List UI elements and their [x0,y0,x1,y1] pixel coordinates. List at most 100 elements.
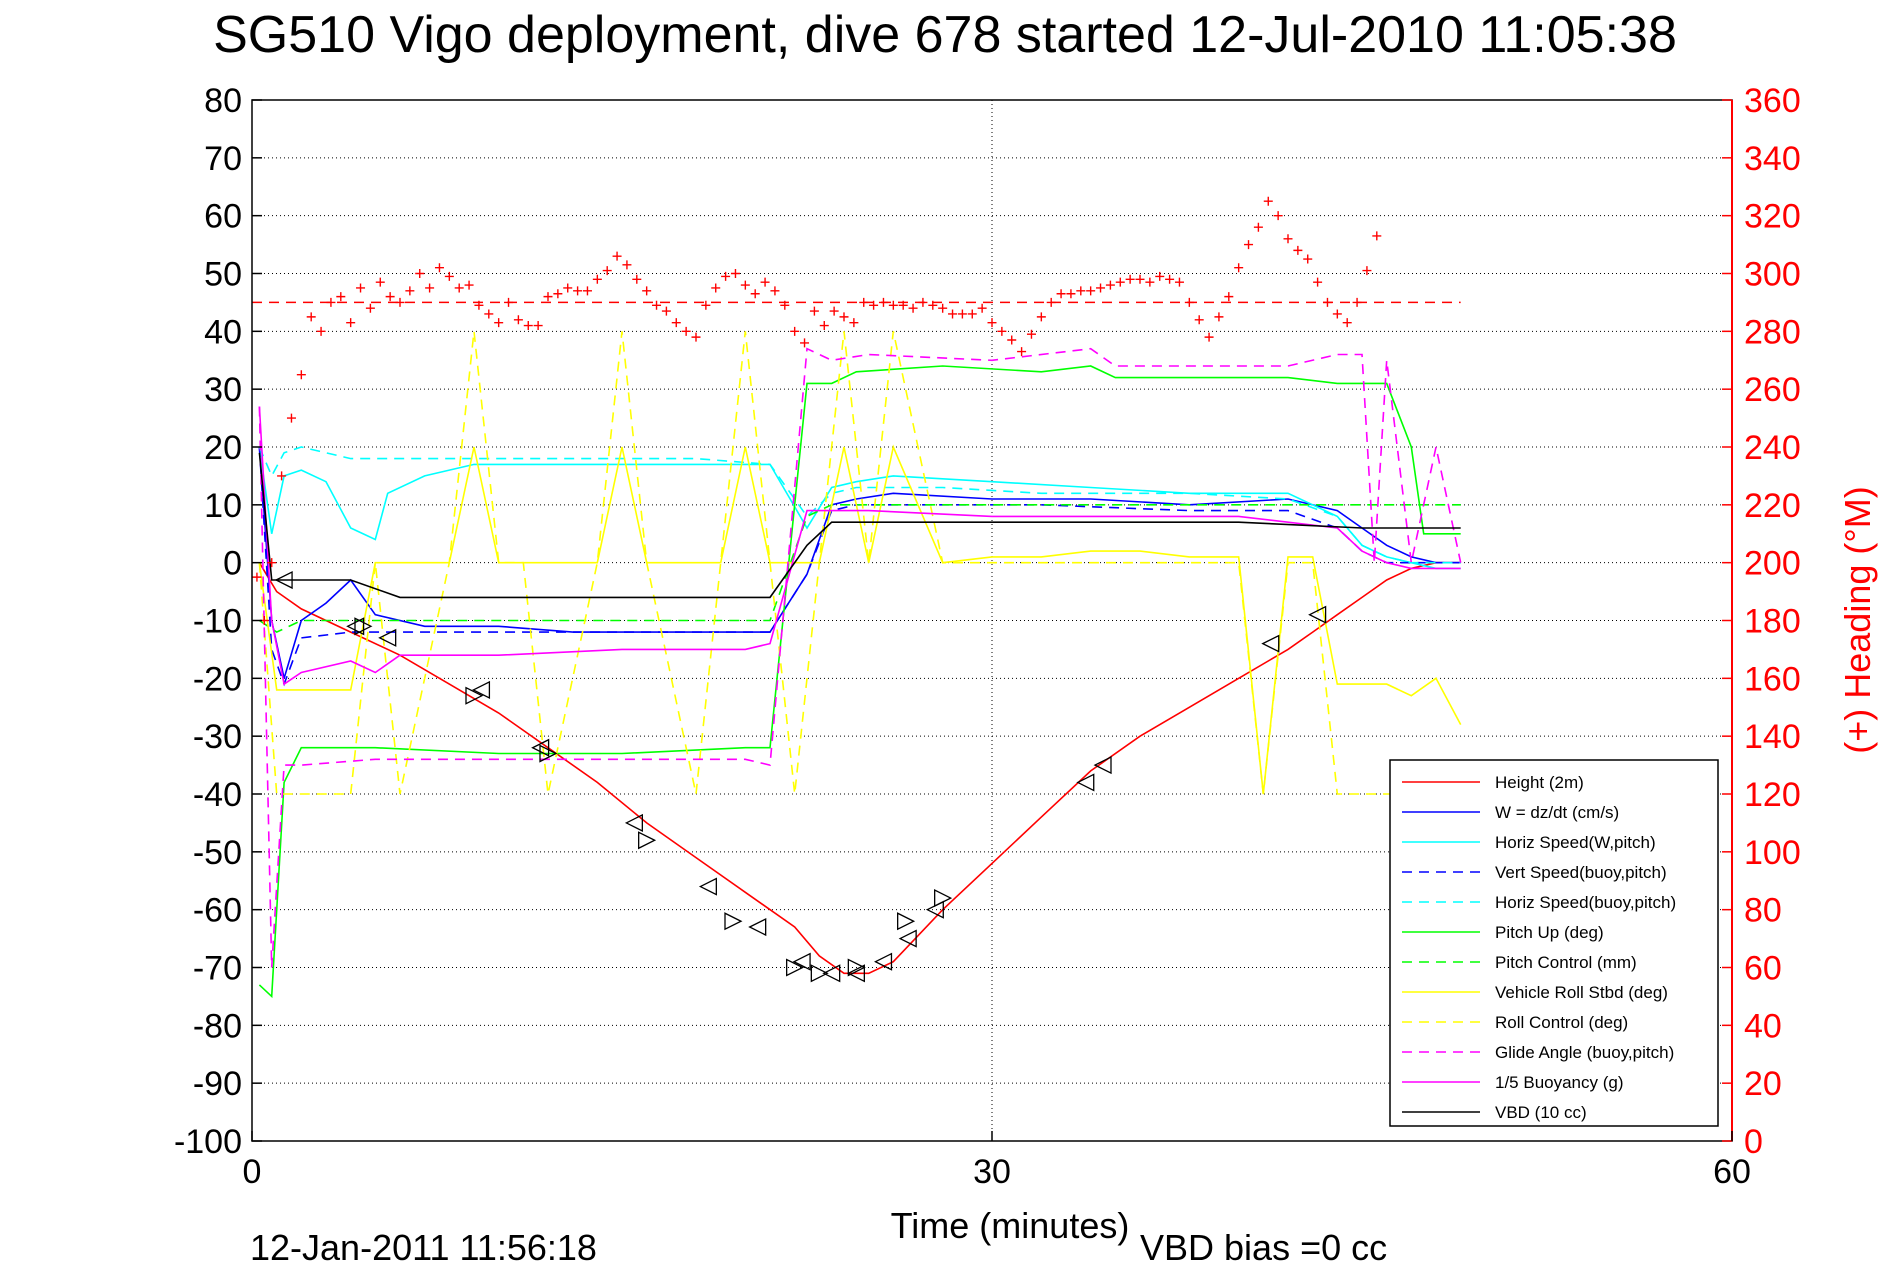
heading-point [425,283,435,293]
heading-point [859,297,869,307]
heading-point [484,309,494,319]
y-tick-label: 70 [204,140,242,178]
marker-triangle-right [810,964,829,983]
legend-box [1389,759,1719,1127]
marker-triangle-right [354,617,373,636]
heading-point [1372,231,1382,241]
heading-point [908,303,918,313]
y-tick-label: -50 [193,834,242,872]
heading-point [918,297,928,307]
y-right-tick-label: 0 [1744,1123,1763,1161]
legend: Height (2m) W = dz/dt (cm/s) Horiz Speed(W… [1389,759,1719,1127]
heading-point [691,332,701,342]
heading-point [681,326,691,336]
heading-point [316,326,326,336]
heading-point [938,303,948,313]
heading-point [1135,274,1145,284]
marker-triangle-left [698,877,717,896]
marker-triangle-right [724,912,743,931]
legend-label-6: Pitch Control (mm) [1495,953,1637,972]
heading-point [277,471,287,481]
heading-point [513,315,523,325]
y-right-tick-label: 120 [1744,776,1801,814]
heading-point [1036,312,1046,322]
heading-point [1273,211,1283,221]
heading-point [1017,347,1027,357]
y-tick-label: 0 [223,545,242,583]
marker-triangle-right [897,912,916,931]
y-right-tick-label: 280 [1744,313,1801,351]
legend-label-10: 1/5 Buoyancy (g) [1495,1073,1624,1092]
heading-point [760,277,770,287]
y-tick-label: -100 [174,1123,242,1161]
heading-point [1283,234,1293,244]
series-line-6 [258,503,1461,634]
y-right-tick-label: 360 [1744,82,1801,120]
legend-label-5: Pitch Up (deg) [1495,923,1604,942]
heading-point [464,280,474,290]
heading-point [869,300,879,310]
y-tick-label: -20 [193,660,242,698]
heading-point [1066,289,1076,299]
marker-triangle-right [786,958,805,977]
heading-point [375,277,385,287]
legend-label-11: VBD (10 cc) [1495,1103,1587,1122]
heading-point [839,312,849,322]
legend-label-7: Vehicle Roll Stbd (deg) [1495,983,1668,1002]
footer-timestamp: 12-Jan-2011 11:56:18 [250,1227,597,1262]
heading-point [582,286,592,296]
heading-point [1086,286,1096,296]
footer-vbd-bias: VBD bias =0 cc [1140,1227,1387,1262]
y-right-tick-label: 260 [1744,371,1801,409]
series-line-0 [258,561,1461,975]
y-axis-left: 80 70 60 50 40 30 20 10 0 -10 -20 -30 -40 -50 -60 -70 -8… [174,82,262,1161]
heading-point [1253,222,1263,232]
heading-point [770,286,780,296]
heading-point [1056,289,1066,299]
y-tick-label: 20 [204,429,242,467]
y-right-tick-label: 20 [1744,1065,1782,1103]
y-tick-label: -60 [193,892,242,930]
legend-label-0: Height (2m) [1495,773,1584,792]
heading-point [1184,297,1194,307]
chart-title: SG510 Vigo deployment, dive 678 started … [213,6,1677,64]
heading-point [252,572,262,582]
heading-point [553,289,563,299]
y-tick-label: -80 [193,1007,242,1045]
heading-point [1224,292,1234,302]
y-axis-right-label: (+) Heading (°M) [1837,486,1878,753]
heading-point [790,326,800,336]
heading-point [750,289,760,299]
y-tick-label: 40 [204,313,242,351]
heading-point [1234,263,1244,273]
heading-point [849,318,859,328]
legend-label-4: Horiz Speed(buoy,pitch) [1495,893,1676,912]
y-right-tick-label: 60 [1744,950,1782,988]
heading-point [612,251,622,261]
heading-point [1174,277,1184,287]
heading-point [987,318,997,328]
heading-point [1165,274,1175,284]
y-right-tick-label: 240 [1744,429,1801,467]
marker-triangle-left [1076,773,1095,792]
heading-point [1362,266,1372,276]
heading-point [711,283,721,293]
heading-point [523,321,533,331]
heading-point [385,292,395,302]
heading-point [800,338,810,348]
heading-point [1322,297,1332,307]
heading-point [977,303,987,313]
y-axis-right: 3603403203002802602402202001801601401201… [1722,82,1801,1161]
heading-point [1155,271,1165,281]
y-tick-label: -30 [193,718,242,756]
heading-point [652,300,662,310]
heading-point [898,300,908,310]
x-axis: 0 30 60 [243,1131,1751,1191]
marker-triangle-left [624,813,643,832]
y-right-tick-label: 40 [1744,1007,1782,1045]
heading-point [286,413,296,423]
heading-point [454,283,464,293]
marker-triangle-left [1261,634,1280,653]
y-tick-label: 80 [204,82,242,120]
y-tick-label: 50 [204,256,242,294]
